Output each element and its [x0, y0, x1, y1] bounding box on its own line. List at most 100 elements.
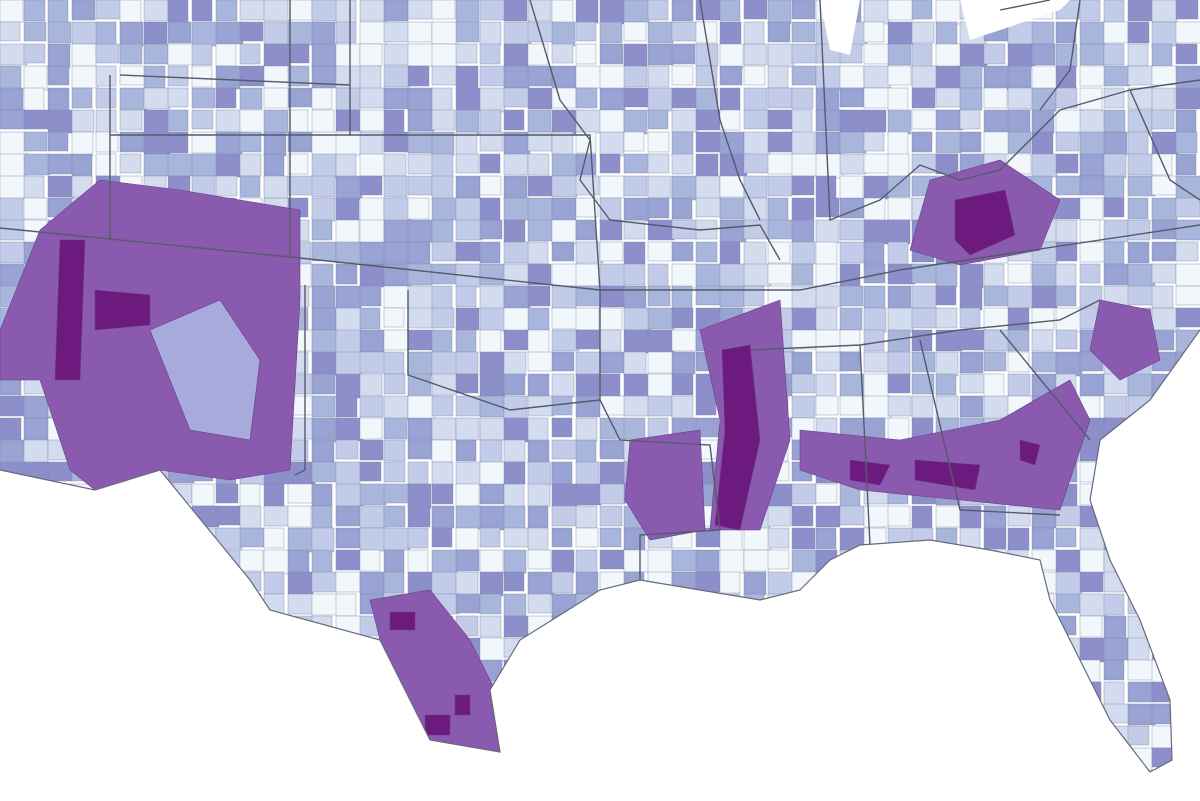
- county: [743, 131, 771, 157]
- county: [0, 153, 27, 179]
- county: [359, 505, 385, 529]
- county: [479, 263, 506, 286]
- county: [911, 505, 933, 530]
- county: [887, 43, 912, 66]
- county: [407, 285, 436, 310]
- county: [1007, 131, 1032, 154]
- county: [431, 505, 455, 529]
- county: [815, 483, 838, 504]
- county: [431, 21, 460, 45]
- county: [0, 417, 22, 441]
- county: [383, 153, 407, 177]
- county: [359, 65, 382, 90]
- county: [551, 263, 579, 287]
- state-border: [599, 399, 721, 580]
- county: [311, 197, 336, 222]
- county: [527, 87, 553, 110]
- county: [815, 197, 840, 218]
- county: [551, 373, 575, 398]
- county: [695, 0, 722, 21]
- county: [863, 0, 890, 25]
- county: [143, 0, 169, 22]
- county: [335, 439, 359, 460]
- county: [431, 43, 458, 68]
- county: [671, 351, 696, 375]
- county: [839, 351, 861, 372]
- county: [887, 263, 916, 285]
- county: [623, 153, 652, 174]
- county: [1127, 65, 1156, 86]
- county: [599, 307, 623, 331]
- county: [503, 615, 529, 638]
- county: [215, 87, 237, 109]
- county: [1175, 0, 1199, 20]
- county: [791, 395, 816, 419]
- county: [935, 153, 959, 175]
- county: [1103, 197, 1125, 218]
- county: [1007, 329, 1030, 352]
- county: [71, 131, 94, 157]
- county: [407, 395, 436, 421]
- county: [887, 197, 913, 221]
- county: [527, 263, 552, 286]
- county: [335, 527, 363, 549]
- county: [1151, 285, 1174, 309]
- county: [311, 263, 334, 288]
- county: [359, 307, 381, 330]
- county: [455, 461, 484, 487]
- county: [575, 175, 600, 196]
- county: [623, 65, 648, 88]
- county: [47, 87, 70, 112]
- county: [695, 285, 724, 306]
- county: [647, 131, 670, 153]
- county: [1127, 175, 1156, 197]
- county: [359, 219, 385, 245]
- county: [935, 109, 964, 131]
- county: [455, 87, 484, 111]
- county: [671, 197, 693, 220]
- county: [551, 175, 578, 198]
- county: [0, 65, 22, 90]
- county: [383, 571, 405, 594]
- county: [335, 87, 361, 111]
- county: [695, 395, 717, 416]
- county: [0, 131, 28, 156]
- county: [47, 21, 72, 44]
- county: [743, 21, 765, 45]
- county: [1175, 197, 1200, 218]
- county: [719, 527, 743, 553]
- county: [1031, 21, 1055, 45]
- county: [95, 65, 117, 87]
- county: [719, 197, 747, 220]
- county: [215, 43, 237, 67]
- county: [503, 505, 526, 531]
- county: [575, 87, 598, 109]
- county: [431, 483, 454, 505]
- county: [0, 109, 28, 130]
- county: [191, 43, 213, 66]
- county: [311, 241, 337, 262]
- county: [335, 43, 361, 69]
- county: [287, 109, 309, 133]
- county: [1103, 65, 1131, 87]
- county: [551, 109, 580, 135]
- county: [287, 87, 316, 108]
- county: [791, 527, 816, 550]
- county: [455, 285, 477, 308]
- county: [47, 153, 74, 175]
- county: [743, 65, 766, 86]
- county: [647, 395, 673, 417]
- county: [1007, 285, 1034, 309]
- county: [575, 43, 597, 65]
- county: [71, 87, 93, 109]
- county: [887, 505, 911, 527]
- county: [959, 505, 982, 529]
- county: [623, 131, 645, 152]
- county: [311, 417, 340, 443]
- county: [551, 0, 574, 24]
- state-border: [749, 299, 1101, 546]
- county: [239, 109, 266, 135]
- county: [407, 197, 430, 220]
- county: [479, 439, 503, 465]
- county: [431, 417, 457, 441]
